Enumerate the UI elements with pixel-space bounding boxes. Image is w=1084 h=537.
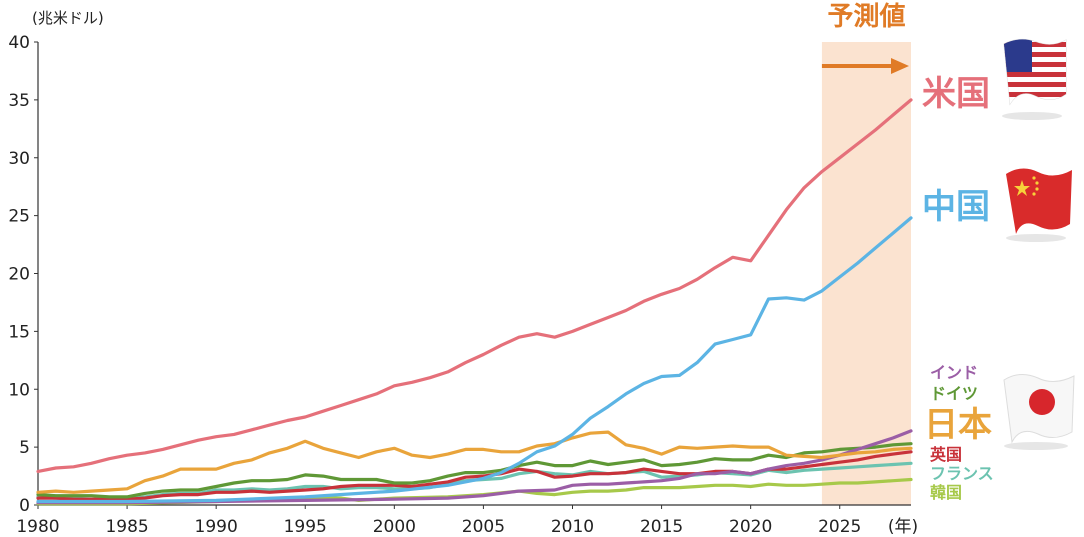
series-line-0 [36,98,913,473]
us-flag-icon [1002,38,1067,120]
forecast-label: 予測値 [827,2,905,32]
y-tick-label: 35 [8,91,30,111]
series-label-2: インド [930,363,978,382]
x-tick-label: 2020 [729,517,772,537]
x-tick-label: 1995 [284,517,327,537]
x-tick-label: 1990 [195,517,238,537]
y-tick-label: 5 [19,438,30,458]
series-label-3: ドイツ [930,384,978,403]
series-label-1: 中国 [922,187,990,227]
y-tick-label: 0 [19,496,30,516]
y-tick-label: 20 [8,265,30,285]
x-tick-label: 2000 [373,517,416,537]
y-axis-unit-label: (兆米ドル) [32,9,104,27]
series-label-6: フランス [930,464,994,483]
y-tick-label: 10 [8,380,30,400]
japan-flag-icon [1003,374,1075,450]
x-tick-label: 2010 [551,517,594,537]
x-tick-label: 1985 [105,517,148,537]
series-label-0: 米国 [922,74,990,114]
y-tick-labels: 0 5 10 15 20 25 30 35 40 [8,33,38,516]
x-tick-label: 2005 [462,517,505,537]
x-axis-unit-label: (年) [888,517,918,537]
axes [37,42,911,506]
y-tick-label: 40 [8,33,30,53]
y-tick-label: 15 [8,322,30,342]
y-tick-label: 30 [8,149,30,169]
x-tick-label: 2015 [640,517,683,537]
y-tick-label: 25 [8,207,30,227]
china-flag-icon [1006,168,1072,242]
series-lines [36,98,913,506]
series-line-4 [36,430,913,494]
series-line-3 [36,442,913,499]
series-label-4: 日本 [924,405,992,445]
x-tick-label: 1980 [16,517,59,537]
series-line-1 [36,216,913,504]
x-tick-label: 2025 [818,517,861,537]
forecast-band [821,42,911,505]
forecast-arrow-icon [821,58,909,74]
x-tick-labels: 1980 1985 1990 1995 2000 2005 2010 2015 2020 2025 [16,505,861,537]
series-label-7: 韓国 [930,483,962,502]
series-label-5: 英国 [929,445,962,464]
